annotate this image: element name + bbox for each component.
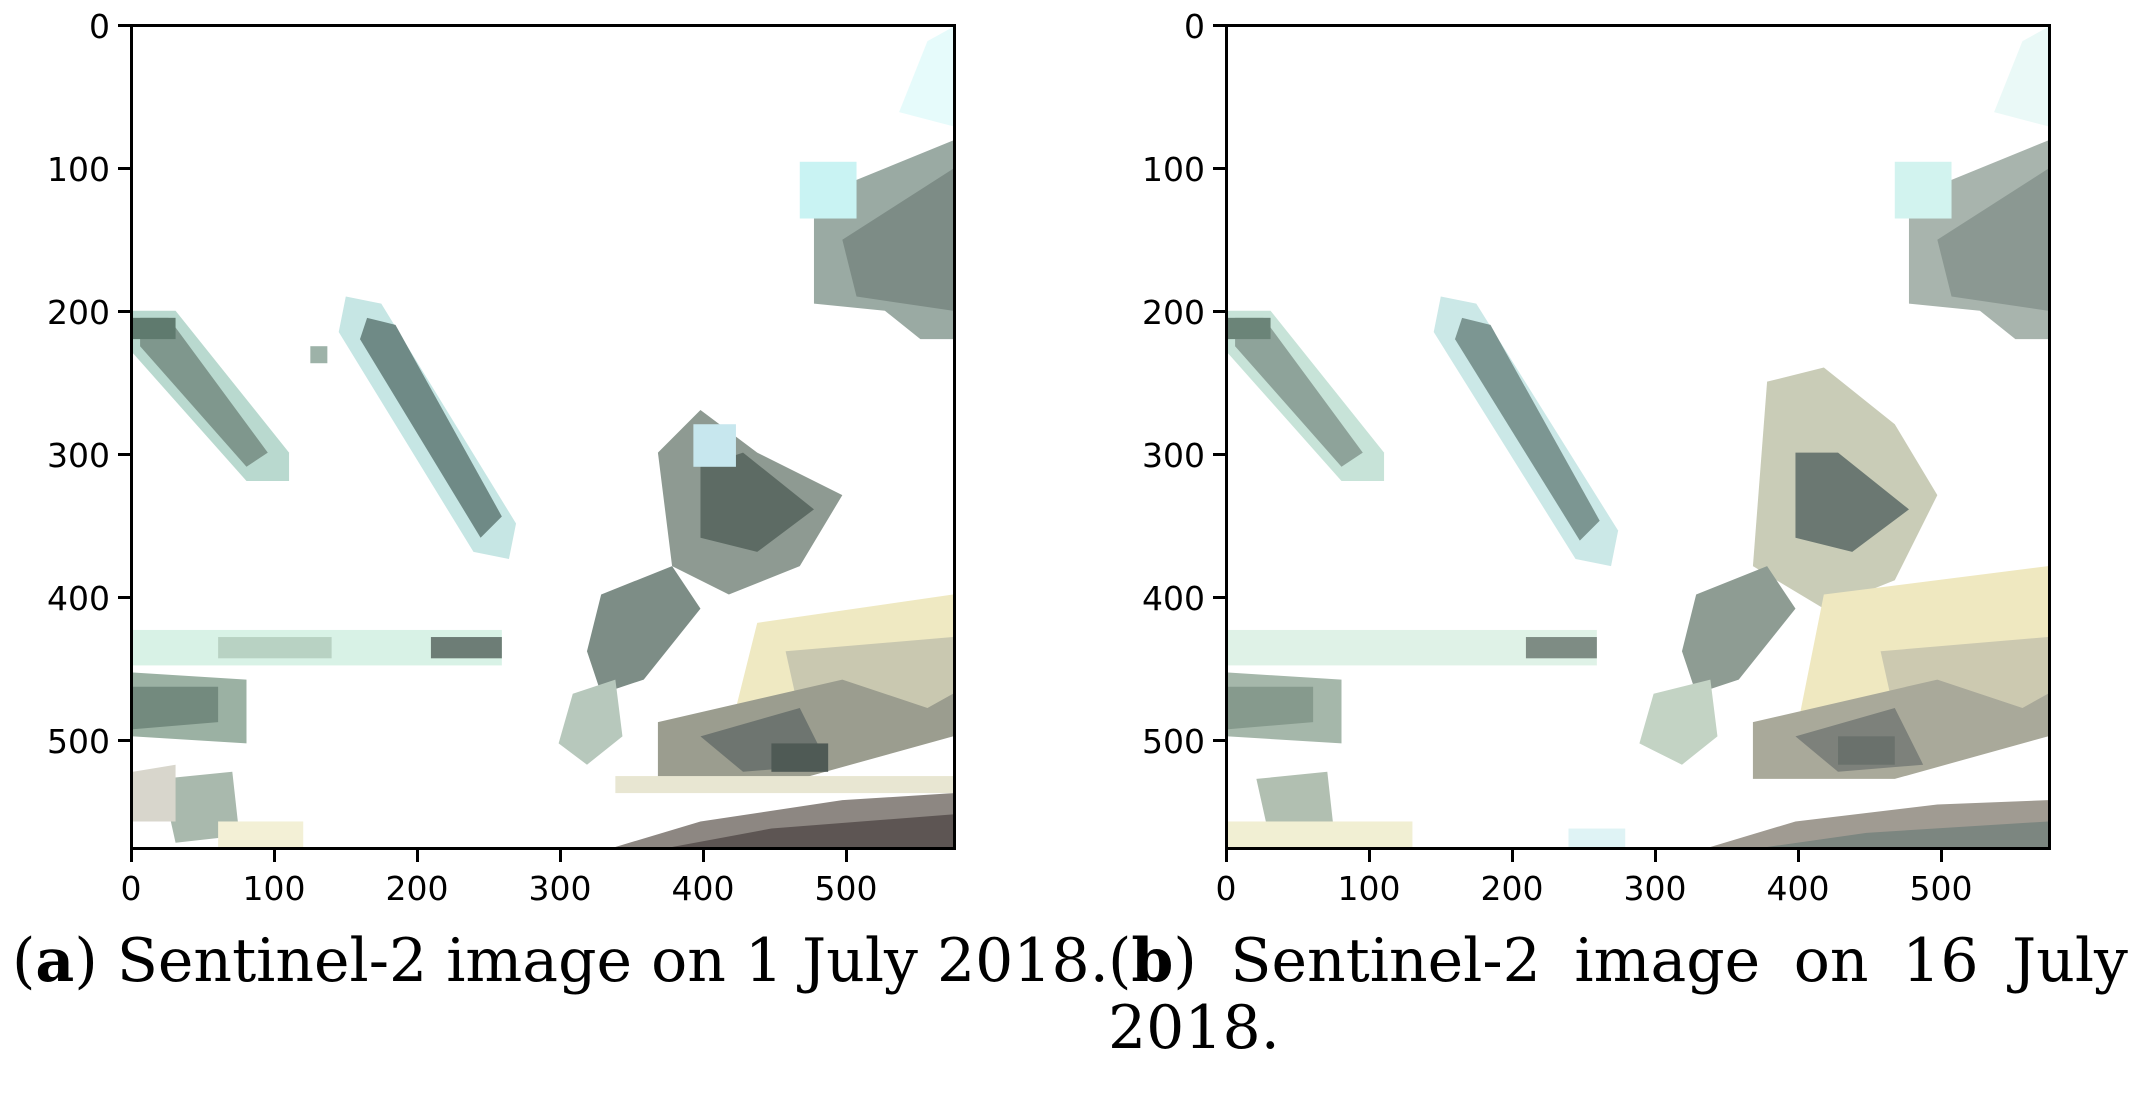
panel-b: 0 100 200 300 400 500 0 100 200 300 400 …	[1095, 0, 2141, 1110]
caption-b-line2: 2018.	[1108, 993, 1280, 1064]
y-tick: 100	[47, 150, 110, 189]
y-tick: 500	[1142, 722, 1205, 761]
caption-a-close: )	[74, 926, 98, 996]
panel-a: 0 100 200 300 400 500 0 100 200 300 400 …	[0, 0, 1050, 1110]
caption-b-word: July	[2012, 926, 2128, 996]
y-tick: 0	[89, 7, 110, 46]
x-tick: 100	[242, 869, 306, 908]
y-tick: 300	[1142, 436, 1205, 475]
y-tick: 100	[1142, 150, 1205, 189]
caption-b: (b) Sentinel-2 image on 16 July 2018.	[1108, 926, 2128, 1064]
x-tick: 300	[1623, 869, 1687, 908]
x-tick: 500	[814, 869, 878, 908]
y-tick: 400	[1142, 579, 1205, 618]
caption-a-open: (	[12, 926, 36, 996]
y-tick: 500	[47, 722, 110, 761]
satellite-image-b	[1228, 27, 2048, 847]
caption-a-text: Sentinel-2 image on 1 July 2018.	[116, 926, 1109, 996]
caption-b-line1: (b) Sentinel-2 image on 16 July	[1108, 926, 2128, 996]
y-tick: 300	[47, 436, 110, 475]
x-tick: 100	[1337, 869, 1401, 908]
caption-a-letter: a	[35, 926, 75, 996]
caption-b-label: (b)	[1108, 926, 1197, 996]
x-tick: 0	[120, 869, 142, 908]
satellite-image-a	[133, 27, 953, 847]
caption-b-word: 16	[1902, 926, 1979, 996]
caption-b-word: image	[1574, 926, 1761, 996]
caption-b-word: on	[1793, 926, 1869, 996]
caption-b-word: Sentinel-2	[1230, 926, 1541, 996]
image-axes-a	[130, 24, 956, 850]
x-tick: 200	[385, 869, 449, 908]
x-tick: 300	[528, 869, 592, 908]
x-tick: 400	[671, 869, 735, 908]
y-tick: 200	[1142, 293, 1205, 332]
y-tick: 0	[1184, 7, 1205, 46]
y-tick: 400	[47, 579, 110, 618]
x-tick: 200	[1480, 869, 1544, 908]
x-tick: 0	[1215, 869, 1237, 908]
x-tick: 400	[1766, 869, 1830, 908]
image-axes-b	[1225, 24, 2051, 850]
x-tick: 500	[1909, 869, 1973, 908]
y-tick: 200	[47, 293, 110, 332]
caption-a: (a) Sentinel-2 image on 1 July 2018.	[12, 926, 1109, 996]
